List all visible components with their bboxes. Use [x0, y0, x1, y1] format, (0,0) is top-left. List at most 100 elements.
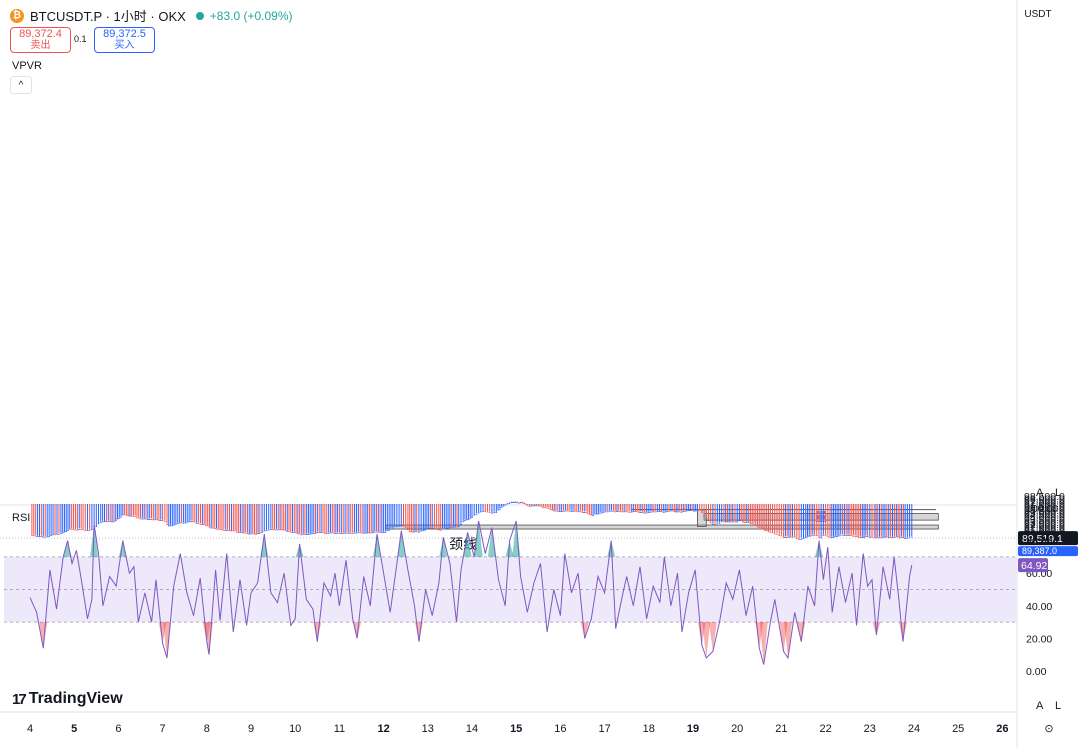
candle-body: [80, 529, 83, 530]
secondary-price-label: 89,387.0: [1022, 546, 1057, 556]
candle-body: [623, 511, 626, 513]
candle-body: [756, 526, 759, 527]
candle-body: [76, 529, 79, 531]
candle-body: [462, 521, 465, 523]
auto-scale-button[interactable]: A: [1036, 487, 1044, 499]
candle-body: [300, 534, 303, 536]
candle-body: [486, 511, 489, 513]
candle-body: [429, 528, 432, 529]
candle-body: [382, 532, 385, 533]
candle-body: [685, 510, 688, 512]
rsi-line: [29, 520, 913, 665]
log-scale-button-rsi[interactable]: L: [1055, 700, 1062, 712]
candle-body: [90, 529, 93, 530]
buy-label: 买入: [114, 40, 135, 51]
candle-body: [728, 521, 731, 523]
candle-body: [525, 503, 527, 505]
candle-body: [504, 504, 507, 506]
candle-body: [882, 537, 884, 539]
candle-body: [873, 537, 876, 538]
candle-body: [427, 528, 430, 529]
candle-body: [597, 513, 600, 515]
buy-button[interactable]: 89,372.5 买入: [94, 27, 155, 53]
candle-body: [829, 536, 831, 538]
candle-body: [551, 509, 554, 511]
candle-body: [585, 512, 587, 513]
candle-body: [253, 533, 256, 535]
rsi-overbought-fill: [505, 540, 514, 557]
candle-body: [195, 522, 198, 524]
candle-body: [60, 533, 62, 534]
candle-body: [422, 530, 425, 532]
candle-body: [331, 532, 334, 534]
candle-body: [581, 511, 584, 513]
candle-body: [291, 532, 294, 534]
candle-body: [186, 521, 189, 523]
candle-body: [246, 533, 249, 535]
candle-body: [340, 533, 343, 534]
candle-body: [286, 530, 289, 532]
candle-body: [902, 537, 905, 539]
rsi-indicator-label[interactable]: RSI: [12, 512, 31, 524]
symbol-title[interactable]: BTCUSDT.P · 1小时 · OKX: [30, 9, 186, 24]
vpvr-indicator-label[interactable]: VPVR: [12, 60, 42, 72]
candle-body: [734, 521, 736, 523]
candle-body: [857, 537, 860, 538]
candle-body: [723, 521, 725, 523]
candle-body: [40, 536, 43, 537]
tradingview-logo[interactable]: 17 TradingView: [12, 690, 123, 708]
price-tick-label: 96,500.0: [1024, 500, 1065, 512]
collapse-chevron-icon[interactable]: ^: [10, 76, 32, 94]
candle-body: [65, 531, 68, 532]
sell-button[interactable]: 89,372.4 卖出: [10, 27, 71, 53]
currency-selector[interactable]: USDT: [1024, 8, 1052, 20]
candle-body: [606, 511, 609, 513]
time-tick-label: 4: [27, 723, 33, 735]
goto-date-icon: ⊙: [1044, 723, 1053, 735]
candle-body: [141, 518, 144, 520]
candle-body: [192, 521, 194, 523]
candle-body: [660, 511, 663, 512]
candle-body: [824, 534, 827, 536]
sell-price: 89,372.4: [19, 28, 62, 40]
candle-body: [820, 537, 823, 539]
time-tick-label: 5: [71, 723, 77, 735]
candle-body: [621, 511, 624, 513]
chart-header: ₿ BTCUSDT.P · 1小时 · OKX +83.0 (+0.09%): [10, 6, 293, 25]
auto-scale-button-rsi[interactable]: A: [1036, 700, 1044, 712]
candle-body: [549, 509, 552, 510]
log-scale-button[interactable]: L: [1055, 487, 1062, 499]
candle-body: [767, 531, 770, 533]
time-tick-label: 22: [819, 723, 831, 735]
candle-body: [449, 527, 451, 529]
candle-body: [298, 533, 301, 535]
candle-body: [778, 535, 781, 536]
candle-body: [603, 511, 605, 513]
candle-body: [281, 529, 283, 531]
candle-body: [404, 527, 407, 528]
candle-body: [526, 505, 529, 507]
candle-body: [210, 527, 213, 529]
candle-body: [601, 512, 603, 514]
candle-body: [48, 536, 51, 537]
candle-body: [139, 518, 142, 520]
candle-body: [311, 533, 313, 535]
time-tick-label: 10: [289, 723, 301, 735]
rsi-tick-label: 40.00: [1026, 601, 1052, 613]
candle-body: [885, 536, 888, 538]
candle-body: [562, 511, 565, 512]
candle-body: [656, 511, 659, 513]
candle-body: [625, 511, 627, 513]
candle-body: [226, 529, 229, 531]
candle-body: [166, 523, 168, 525]
candle-body: [477, 512, 480, 514]
candle-body: [575, 510, 578, 512]
candle-body: [711, 523, 714, 525]
candle-body: [539, 505, 541, 507]
candle-body: [517, 502, 520, 504]
candle-body: [876, 537, 879, 539]
candle-body: [866, 536, 869, 538]
time-tick-label: 24: [908, 723, 920, 735]
candle-body: [579, 511, 582, 513]
